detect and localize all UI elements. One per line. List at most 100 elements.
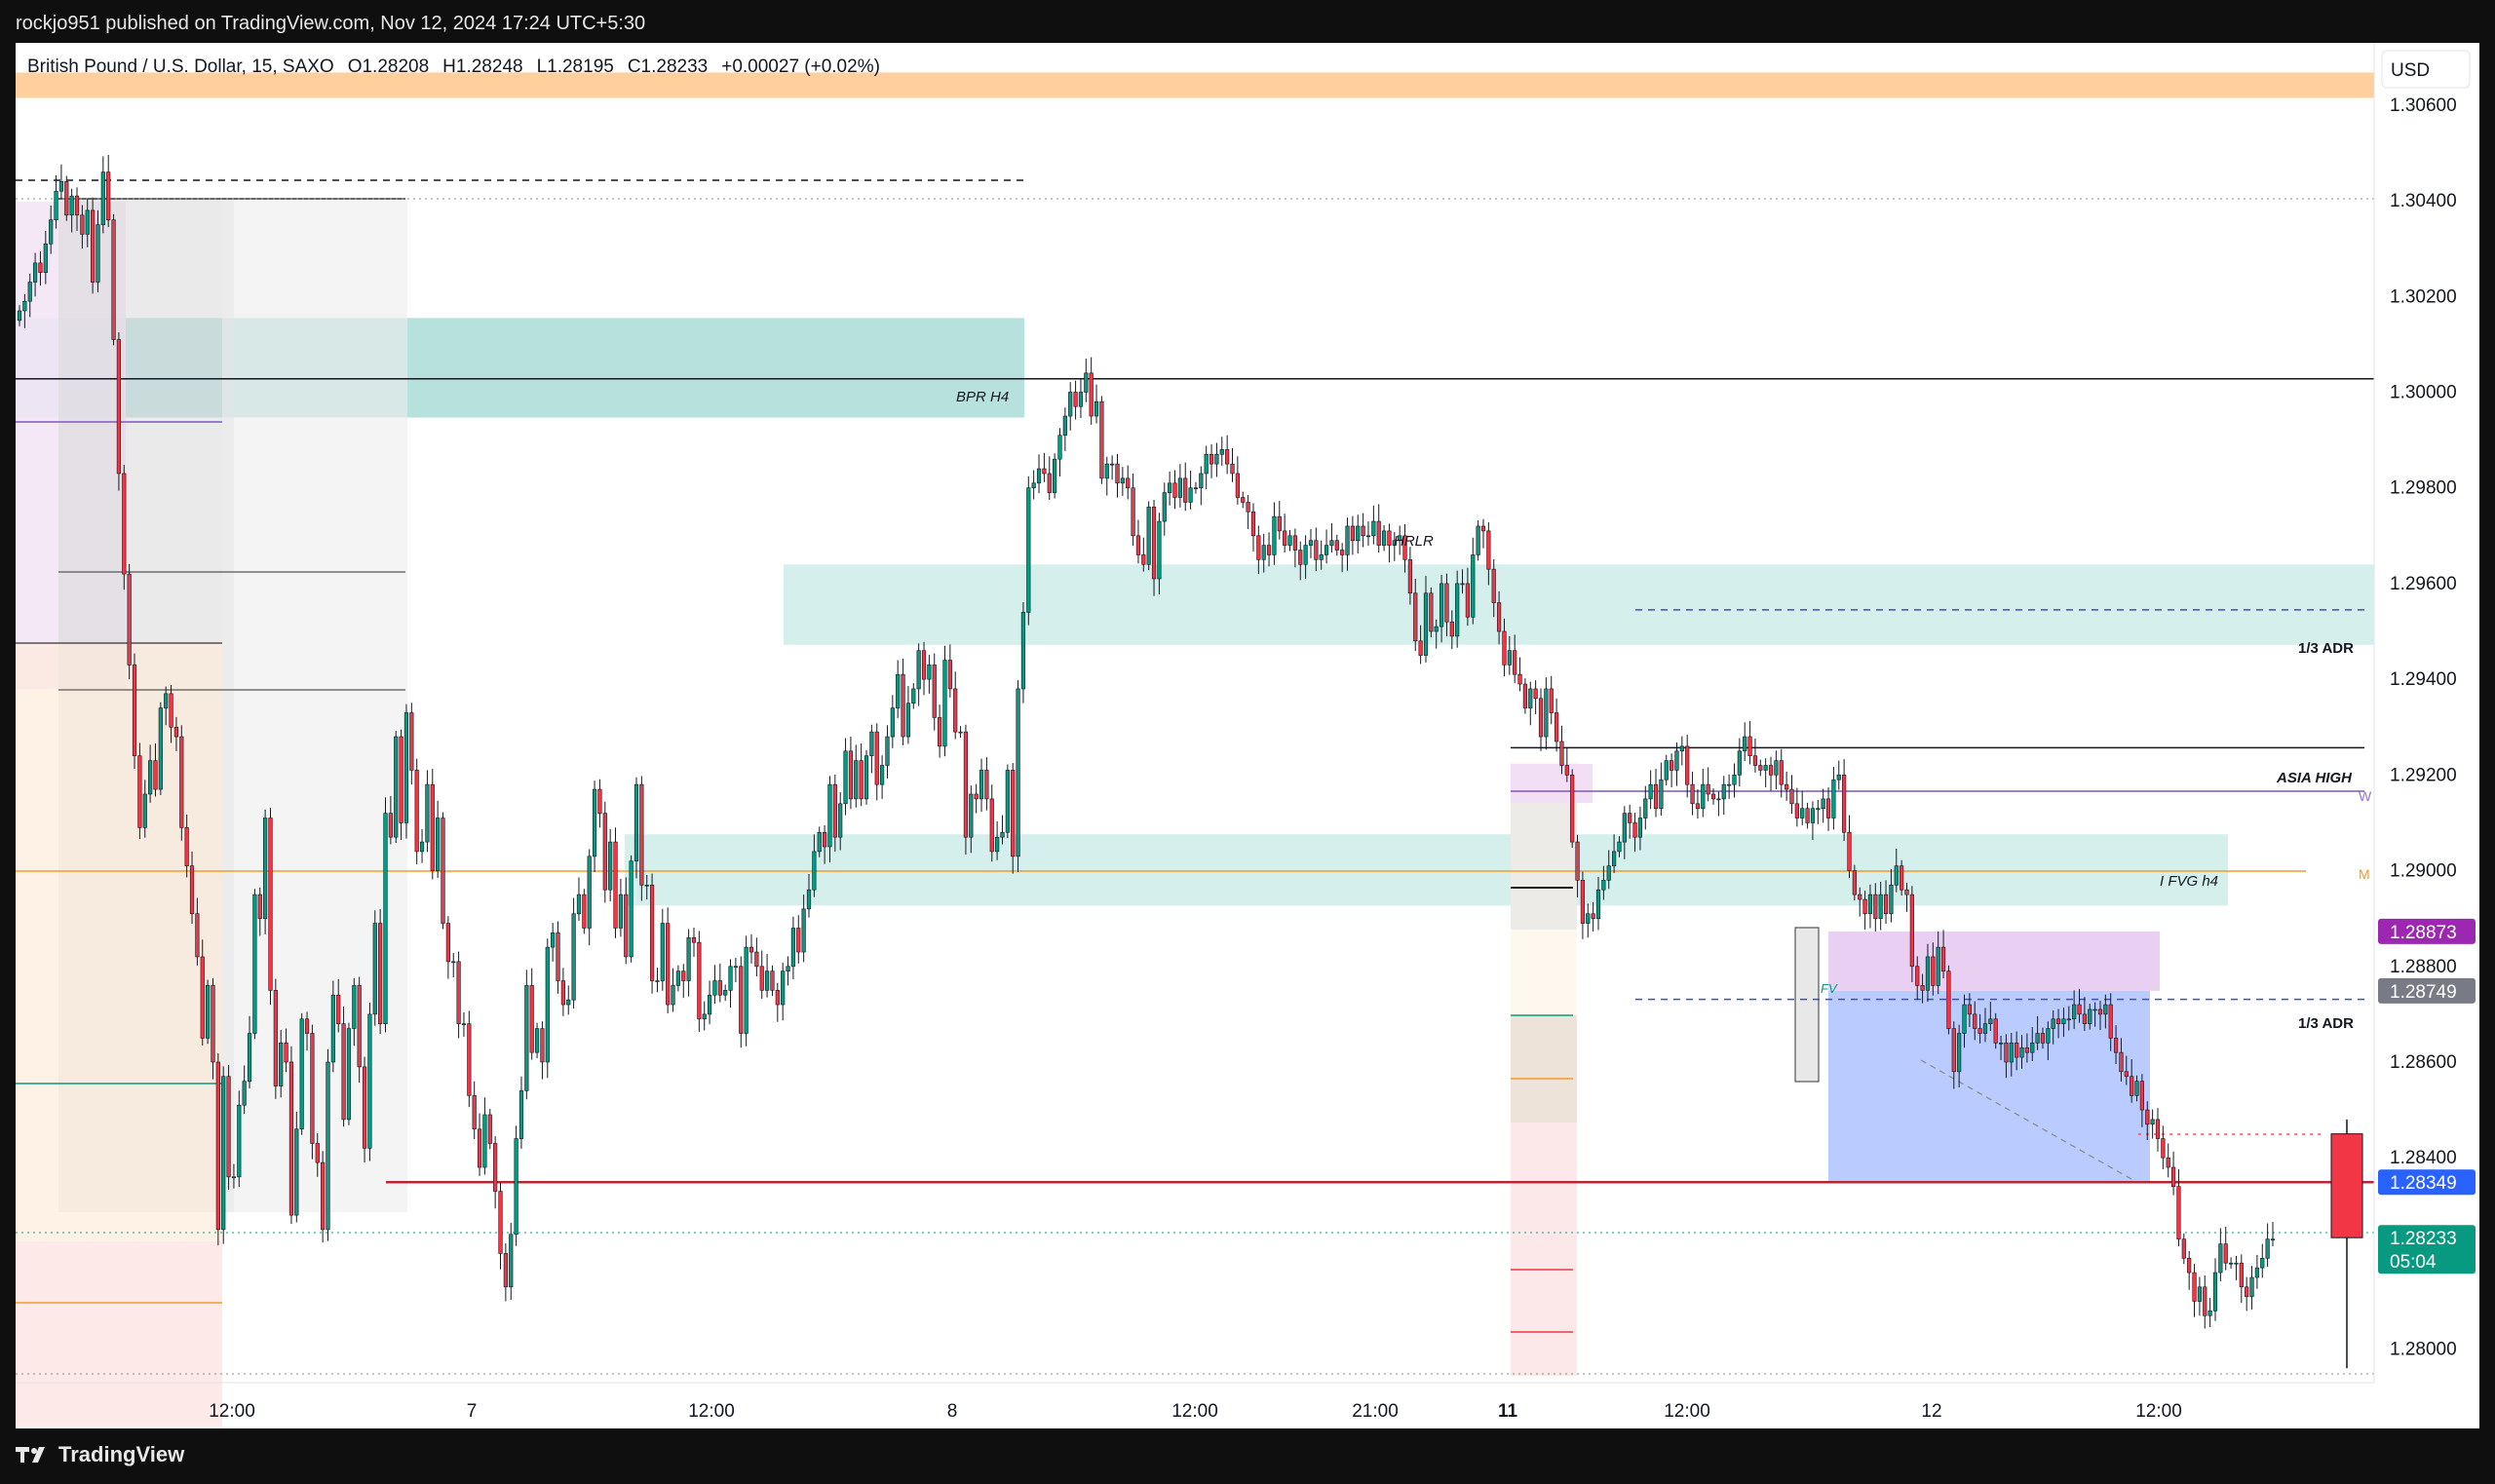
- candle[interactable]: [294, 1112, 299, 1223]
- candle[interactable]: [1292, 528, 1297, 568]
- candle[interactable]: [827, 776, 832, 863]
- candle[interactable]: [764, 954, 770, 998]
- zone-5[interactable]: [1828, 931, 2160, 991]
- price-label-3[interactable]: 1.28233 05:04: [2378, 1225, 2476, 1275]
- candle[interactable]: [1314, 527, 1319, 572]
- candle[interactable]: [58, 164, 64, 199]
- candle[interactable]: [1444, 573, 1449, 636]
- candle[interactable]: [2134, 1075, 2139, 1102]
- candle[interactable]: [514, 1125, 518, 1246]
- candle[interactable]: [357, 976, 362, 1084]
- candle[interactable]: [1637, 806, 1643, 851]
- candle[interactable]: [660, 908, 665, 991]
- candle[interactable]: [1235, 456, 1240, 505]
- price-label-0[interactable]: 1.28873: [2378, 918, 2476, 944]
- candle[interactable]: [1047, 456, 1052, 500]
- candle[interactable]: [1900, 859, 1904, 896]
- candle[interactable]: [2103, 994, 2108, 1029]
- candle[interactable]: [1188, 471, 1193, 510]
- candle[interactable]: [916, 643, 921, 706]
- candle[interactable]: [2187, 1250, 2192, 1290]
- candle[interactable]: [618, 878, 623, 937]
- candle[interactable]: [1940, 930, 1946, 979]
- candle[interactable]: [2176, 1168, 2181, 1247]
- candle[interactable]: [1957, 1024, 1962, 1088]
- candle[interactable]: [137, 742, 142, 840]
- candle[interactable]: [1183, 462, 1188, 512]
- candle[interactable]: [1303, 535, 1308, 579]
- zone-2[interactable]: [784, 564, 2374, 645]
- candle[interactable]: [111, 213, 116, 346]
- candle[interactable]: [399, 729, 403, 841]
- candle[interactable]: [1904, 882, 1909, 912]
- candle[interactable]: [1120, 467, 1125, 497]
- tradingview-logo[interactable]: TradingView: [16, 1442, 184, 1467]
- candle[interactable]: [629, 855, 633, 963]
- candle[interactable]: [1998, 1035, 2004, 1061]
- candle[interactable]: [592, 780, 597, 873]
- candle[interactable]: [1340, 543, 1345, 573]
- candle[interactable]: [1126, 465, 1131, 500]
- candle[interactable]: [885, 725, 890, 779]
- candle[interactable]: [169, 685, 173, 743]
- candle[interactable]: [127, 563, 132, 680]
- candle[interactable]: [2203, 1275, 2207, 1329]
- candle[interactable]: [859, 742, 864, 807]
- candle[interactable]: [1931, 942, 1936, 996]
- candle[interactable]: [1721, 776, 1726, 816]
- candle[interactable]: [1988, 1002, 1993, 1032]
- candle[interactable]: [148, 744, 153, 803]
- candle[interactable]: [32, 252, 38, 297]
- candle[interactable]: [1387, 523, 1392, 563]
- candle[interactable]: [1800, 791, 1805, 825]
- candle[interactable]: [790, 916, 796, 980]
- candle[interactable]: [226, 1064, 231, 1191]
- candle[interactable]: [2265, 1223, 2270, 1268]
- candle[interactable]: [1632, 813, 1637, 852]
- candle[interactable]: [1538, 688, 1544, 751]
- candle[interactable]: [556, 921, 560, 994]
- candle[interactable]: [989, 784, 994, 862]
- candle[interactable]: [1324, 529, 1329, 564]
- candle[interactable]: [189, 851, 195, 925]
- candle[interactable]: [812, 834, 817, 897]
- candle[interactable]: [540, 1021, 545, 1080]
- candle[interactable]: [1005, 764, 1010, 839]
- candle[interactable]: [602, 801, 607, 903]
- candle[interactable]: [832, 774, 837, 852]
- candle[interactable]: [1381, 525, 1387, 552]
- candle[interactable]: [2234, 1255, 2239, 1280]
- candle[interactable]: [336, 979, 341, 1033]
- candle[interactable]: [1135, 519, 1141, 564]
- candle[interactable]: [896, 660, 901, 718]
- candle[interactable]: [932, 653, 937, 731]
- candle[interactable]: [681, 964, 686, 999]
- candle[interactable]: [2223, 1226, 2228, 1271]
- candle[interactable]: [2270, 1222, 2276, 1247]
- candle[interactable]: [691, 927, 697, 957]
- candle[interactable]: [1356, 514, 1361, 553]
- candle[interactable]: [1779, 748, 1784, 798]
- candle[interactable]: [200, 939, 205, 1046]
- candle[interactable]: [1146, 501, 1151, 571]
- candle[interactable]: [644, 874, 649, 900]
- candle[interactable]: [1690, 771, 1695, 816]
- candle[interactable]: [461, 1011, 467, 1037]
- candle[interactable]: [1439, 575, 1444, 643]
- candle[interactable]: [1701, 768, 1706, 818]
- candle[interactable]: [1962, 994, 1967, 1048]
- candle[interactable]: [2051, 1009, 2055, 1045]
- candle[interactable]: [1554, 698, 1559, 752]
- candle[interactable]: [1371, 505, 1376, 545]
- candle[interactable]: [1172, 470, 1177, 510]
- candle[interactable]: [1847, 815, 1852, 878]
- candle[interactable]: [74, 187, 80, 231]
- candle[interactable]: [1768, 756, 1774, 791]
- candle[interactable]: [864, 749, 869, 805]
- candle[interactable]: [132, 653, 137, 769]
- candle[interactable]: [1162, 482, 1167, 536]
- candle[interactable]: [1606, 850, 1611, 890]
- candle[interactable]: [1732, 763, 1737, 798]
- candle[interactable]: [441, 812, 445, 930]
- candle[interactable]: [106, 154, 111, 228]
